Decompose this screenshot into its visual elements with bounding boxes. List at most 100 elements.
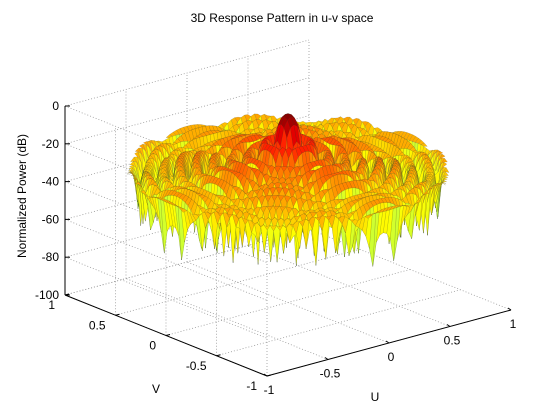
surface-patch [143, 193, 151, 202]
surface-patch [159, 161, 167, 168]
surface-patch [438, 181, 446, 186]
surface-patch [368, 149, 376, 154]
surface-patch [392, 163, 400, 170]
surface-patch [391, 165, 399, 174]
surface-patch [370, 135, 377, 138]
surface-patch [337, 144, 346, 149]
surface-patch [324, 147, 332, 152]
surface-patch [174, 161, 182, 171]
surface-patch [431, 182, 439, 216]
surface-patch [325, 155, 333, 163]
surface-patch [359, 178, 367, 184]
surface-patch [205, 175, 213, 185]
surface-patch [375, 164, 383, 175]
surface-patch [237, 173, 245, 183]
surface-patch [143, 168, 151, 174]
surface-patch [193, 159, 201, 166]
y-tick-label: 0 [149, 339, 156, 353]
surface-patch [134, 181, 142, 187]
surface-patch [179, 171, 187, 178]
surface-patch [309, 141, 317, 151]
surface-patch [403, 181, 411, 187]
surface-patch [165, 134, 173, 138]
grid-line [115, 248, 360, 316]
surface-patch [129, 160, 137, 169]
surface-patch [423, 188, 430, 234]
surface-patch [232, 186, 240, 192]
surface-patch [398, 185, 406, 193]
x-tick-label: 1 [510, 317, 517, 331]
grid-line [165, 269, 411, 336]
surface-patch [203, 131, 211, 136]
surface-patch [228, 169, 236, 173]
y-tick-mark [266, 374, 272, 377]
surface-patch [355, 180, 363, 192]
surface-patch [335, 141, 343, 146]
surface-patch [211, 176, 219, 185]
grid-line [64, 39, 310, 107]
surface-patch [422, 191, 429, 197]
surface-patch [305, 144, 313, 154]
z-tick-label: -40 [42, 175, 60, 189]
surface-patch [406, 166, 414, 179]
surface-patch [420, 142, 428, 147]
surface-patch [345, 158, 353, 172]
surface-patch [143, 141, 150, 149]
grid-line [64, 256, 268, 339]
surface-patch [394, 188, 402, 200]
surface-patch [164, 189, 172, 198]
y-tick-mark [115, 313, 120, 316]
surface-patch [224, 155, 231, 167]
surface-patch [410, 165, 417, 172]
surface-patch [374, 158, 382, 168]
y-tick-label: 1 [48, 298, 55, 312]
surface-patch [412, 166, 420, 186]
z-axis-label: Normalized Power (dB) [15, 134, 29, 258]
surface-patch [407, 176, 414, 187]
surface-patch [406, 190, 414, 195]
x-axis-label: U [371, 390, 380, 404]
surface-patch [144, 164, 152, 170]
surface-patch [164, 179, 173, 184]
surface-patch [409, 187, 417, 196]
surface-patch [327, 150, 334, 159]
surface-patch [148, 196, 156, 199]
x-tick-label: -0.5 [320, 367, 341, 381]
x-tick-label: 0 [388, 350, 395, 364]
surface-patch [435, 182, 443, 197]
x-tick-mark [324, 357, 329, 360]
surface-patch [387, 140, 395, 144]
surface-patch [234, 135, 243, 138]
z-tick-label: -80 [42, 250, 60, 264]
surface-patch [192, 151, 200, 159]
surface-patch [396, 161, 404, 185]
surface-patch [417, 184, 425, 198]
surface-patch [431, 183, 439, 213]
surface-patch [191, 155, 199, 163]
surface-patch [228, 160, 235, 169]
surface-patch [417, 181, 425, 189]
chart-title: 3D Response Pattern in u-v space [191, 11, 374, 25]
x-tick-label: -1 [264, 383, 275, 397]
surface-patch [340, 170, 348, 176]
y-axis-label: V [152, 382, 160, 396]
z-tick-label: 0 [52, 99, 59, 113]
surface-patch [225, 168, 233, 172]
surface-patch [210, 130, 218, 134]
surface-patch [426, 188, 433, 194]
surface-patch [208, 175, 216, 184]
y-tick-label: 0.5 [89, 318, 106, 332]
grid-line [216, 289, 461, 357]
surface-patch [309, 144, 316, 160]
surface-patch [294, 117, 301, 135]
surface-patch [413, 184, 421, 191]
surface-patch [348, 180, 356, 189]
surface-patch [345, 181, 353, 189]
surface-patch [330, 173, 338, 177]
surface-patch [197, 173, 205, 182]
surface-patch [363, 178, 371, 187]
y-tick-label: -1 [246, 379, 257, 393]
surface-patch [290, 116, 298, 127]
surface-patch [439, 181, 447, 187]
